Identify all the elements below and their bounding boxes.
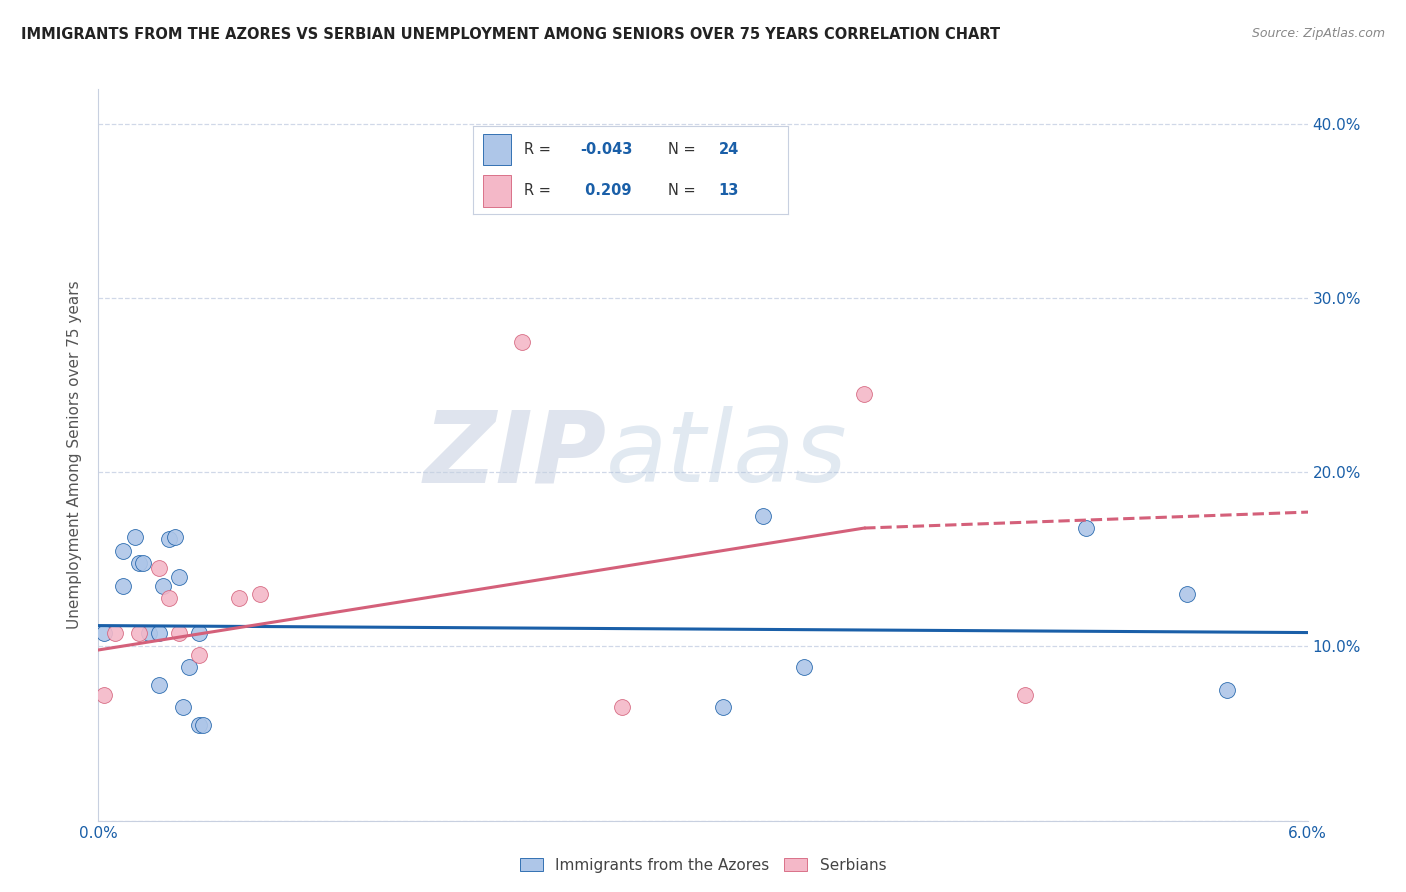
Point [228,591,250,605]
Text: Source: ZipAtlas.com: Source: ZipAtlas.com [1251,27,1385,40]
Point [148,561,170,575]
Point [1014,688,1036,702]
Point [152,578,174,592]
Text: atlas: atlas [606,407,848,503]
Point [612,700,634,714]
Point [752,508,775,523]
Point [510,334,533,349]
Point [188,648,211,663]
Y-axis label: Unemployment Among Seniors over 75 years: Unemployment Among Seniors over 75 years [67,281,83,629]
Legend: Immigrants from the Azores, Serbians: Immigrants from the Azores, Serbians [513,852,893,879]
Point [188,625,211,640]
Point [138,625,160,640]
Point [128,556,150,570]
Point [157,532,180,546]
Point [111,578,134,592]
Point [111,543,134,558]
Point [93,625,115,640]
Point [1216,683,1239,698]
Point [167,570,190,584]
Point [853,387,876,401]
Point [172,700,194,714]
Text: ZIP: ZIP [423,407,606,503]
Point [793,660,815,674]
Point [163,530,186,544]
Point [179,660,201,674]
Point [128,625,150,640]
Point [93,688,115,702]
Point [167,625,190,640]
Point [1175,587,1198,601]
Point [148,625,170,640]
Point [1074,521,1097,535]
Point [124,530,146,544]
Point [148,678,170,692]
Point [249,587,271,601]
Point [157,591,180,605]
Point [193,718,215,732]
Point [711,700,734,714]
Text: IMMIGRANTS FROM THE AZORES VS SERBIAN UNEMPLOYMENT AMONG SENIORS OVER 75 YEARS C: IMMIGRANTS FROM THE AZORES VS SERBIAN UN… [21,27,1000,42]
Point [103,625,125,640]
Point [132,556,155,570]
Point [188,718,211,732]
